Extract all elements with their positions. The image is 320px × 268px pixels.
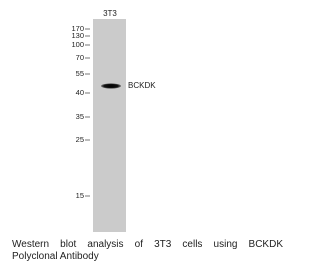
- marker-label: 15: [76, 191, 84, 200]
- caption: Western blot analysis of 3T3 cells using…: [12, 239, 283, 263]
- marker-label: 130: [71, 31, 84, 40]
- lane: [93, 19, 126, 232]
- marker-label: 35: [76, 112, 84, 121]
- marker-label: 100: [71, 40, 84, 49]
- caption-line: Western blot analysis of 3T3 cells using…: [12, 239, 283, 251]
- marker-label: 25: [76, 135, 84, 144]
- band-label: BCKDK: [128, 81, 156, 90]
- marker-label: 40: [76, 88, 84, 97]
- marker-label: 70: [76, 53, 84, 62]
- caption-line: Polyclonal Antibody: [12, 251, 283, 263]
- band: [101, 83, 121, 88]
- lane-label: 3T3: [103, 9, 117, 18]
- marker-label: 55: [76, 69, 84, 78]
